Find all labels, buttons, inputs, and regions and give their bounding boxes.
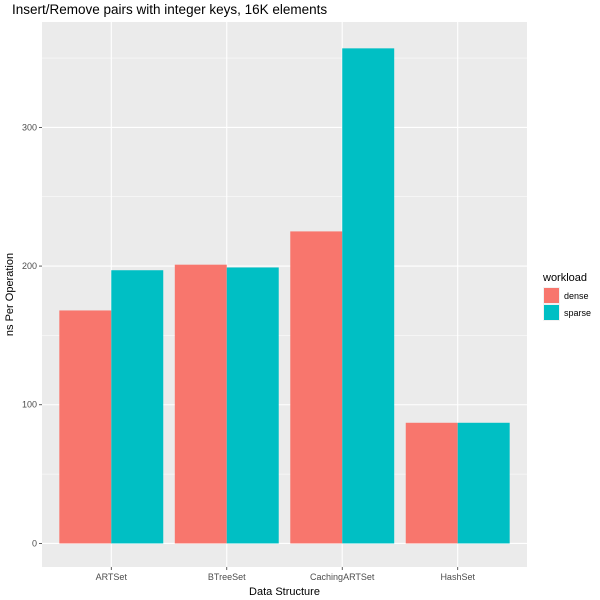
bar-dense-BTreeSet — [174, 264, 227, 544]
x-tick-label: ARTSet — [96, 572, 128, 582]
bar-sparse-BTreeSet — [226, 267, 279, 544]
legend: workload dense sparse — [542, 272, 591, 321]
legend-title: workload — [542, 272, 587, 284]
bar-dense-HashSet — [405, 422, 458, 544]
x-tick-label: BTreeSet — [208, 572, 246, 582]
y-axis: 0 100 200 300 — [22, 122, 42, 548]
y-tick-label: 200 — [22, 261, 37, 271]
chart-title: Insert/Remove pairs with integer keys, 1… — [12, 2, 327, 17]
y-tick-label: 100 — [22, 400, 37, 410]
legend-label-sparse: sparse — [564, 308, 591, 318]
x-axis: ARTSet BTreeSet CachingARTSet HashSet — [96, 567, 475, 582]
y-tick-label: 0 — [32, 538, 37, 548]
x-tick-label: CachingARTSet — [310, 572, 375, 582]
bar-dense-CachingARTSet — [290, 231, 343, 544]
bar-sparse-CachingARTSet — [342, 48, 395, 544]
x-tick-label: HashSet — [440, 572, 475, 582]
legend-swatch-dense — [544, 288, 559, 303]
bar-sparse-HashSet — [457, 422, 510, 544]
legend-label-dense: dense — [564, 291, 589, 301]
bar-dense-ARTSet — [59, 310, 112, 544]
y-axis-title: ns Per Operation — [4, 253, 16, 336]
bars — [59, 48, 510, 544]
x-axis-title: Data Structure — [249, 586, 320, 598]
bar-sparse-ARTSet — [111, 270, 164, 544]
legend-swatch-sparse — [544, 305, 559, 320]
y-tick-label: 300 — [22, 122, 37, 132]
